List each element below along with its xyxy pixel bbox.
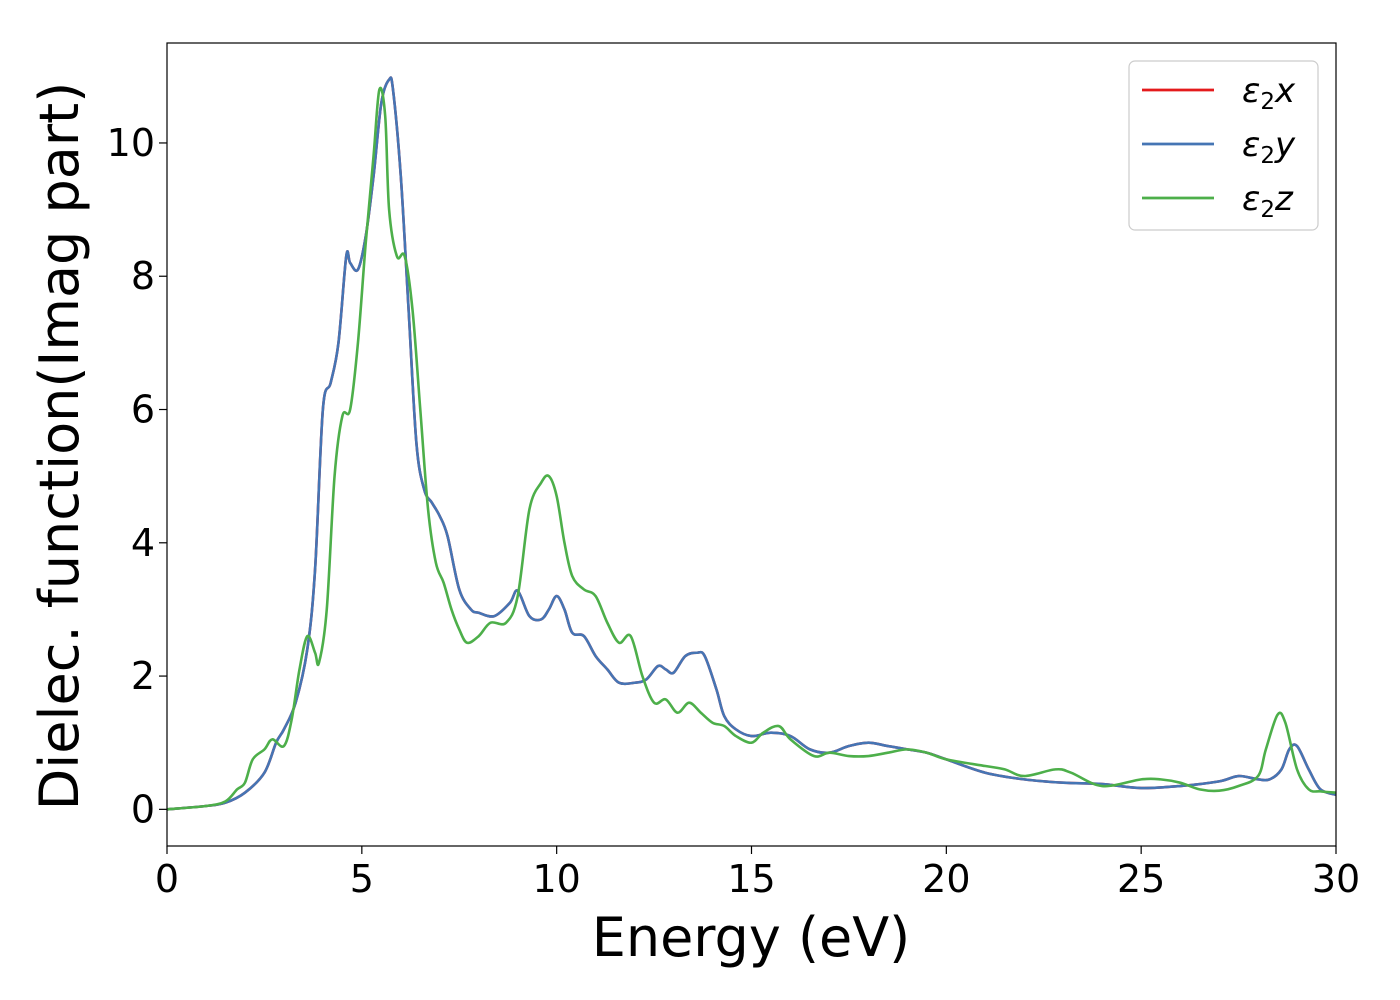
- legend: ε2x ε2y ε2z: [1128, 60, 1319, 231]
- x-tick-label: 30: [1312, 857, 1360, 901]
- y-axis: 0 2 4 6 8 10: [107, 121, 167, 831]
- x-tick-label: 10: [532, 857, 580, 901]
- legend-box: [1128, 60, 1319, 231]
- y-tick-label: 2: [131, 654, 155, 698]
- x-axis-title: Energy (eV): [592, 906, 911, 969]
- y-tick-label: 0: [131, 787, 155, 831]
- x-axis: 0 5 10 15 20 25 30: [155, 846, 1360, 901]
- x-tick-label: 15: [727, 857, 775, 901]
- x-tick-label: 0: [155, 857, 179, 901]
- x-tick-label: 25: [1117, 857, 1165, 901]
- legend-label-y: ε2y: [1242, 125, 1296, 169]
- x-tick-label: 20: [922, 857, 970, 901]
- legend-label-x: ε2x: [1242, 71, 1296, 115]
- y-tick-label: 4: [131, 521, 155, 565]
- x-tick-label: 5: [350, 857, 374, 901]
- y-tick-label: 6: [131, 388, 155, 432]
- series-line-y: [167, 76, 1336, 811]
- series-layer: [167, 76, 1336, 811]
- series-line-z: [167, 86, 1336, 811]
- legend-label-z: ε2z: [1242, 179, 1294, 223]
- y-tick-label: 10: [107, 121, 155, 165]
- y-tick-label: 8: [131, 254, 155, 298]
- y-axis-title: Dielec. function(Imag part): [28, 82, 91, 811]
